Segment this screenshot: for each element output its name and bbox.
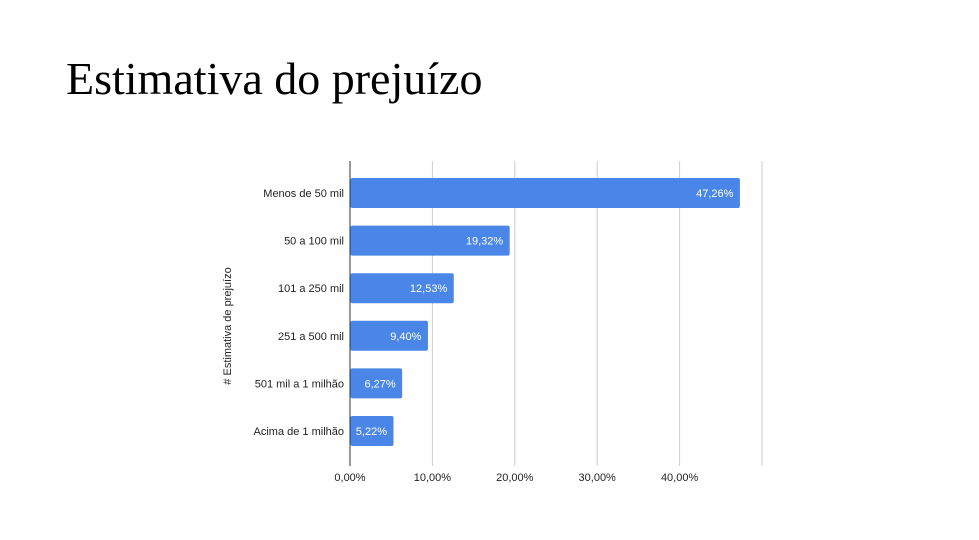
category-label: Menos de 50 mil	[263, 188, 344, 200]
bar	[350, 320, 428, 351]
bar-data-label: 47,26%	[696, 188, 734, 200]
x-tick-label: 20,00%	[496, 472, 534, 484]
category-label: 50 a 100 mil	[284, 236, 344, 248]
bar	[350, 416, 394, 446]
x-tick-labels: 0,00% 10,00% 20,00% 30,00% 40,00%	[334, 472, 698, 484]
bar-data-label: 12,53%	[410, 283, 448, 295]
gridlines	[431, 161, 763, 466]
x-tick-label: 0,00%	[334, 472, 365, 484]
bar-data-label: 5,22%	[356, 426, 387, 438]
x-tick-label: 30,00%	[579, 472, 617, 484]
bar	[350, 273, 454, 304]
bar-data-label: 6,27%	[364, 378, 395, 390]
x-tick-label: 10,00%	[414, 472, 452, 484]
slide-title: Estimativa do prejuízo	[66, 53, 483, 104]
category-label: Acima de 1 milhão	[254, 426, 345, 438]
category-label: 251 a 500 mil	[278, 331, 344, 343]
bar-data-label: 19,32%	[466, 236, 504, 248]
category-labels: Menos de 50 mil 50 a 100 mil 101 a 250 mil…	[254, 188, 345, 438]
y-axis-title: # Estimativa de prejuízo	[222, 267, 234, 384]
bar	[350, 178, 740, 208]
category-label: 501 mil a 1 milhão	[255, 378, 344, 390]
x-tick-label: 40,00%	[661, 472, 699, 484]
bar	[350, 368, 403, 399]
bar	[350, 225, 510, 256]
bar-data-label: 9,40%	[390, 331, 421, 343]
bars: 47,26% 19,32% 12,53% 9,40% 6,27% 5,22%	[350, 178, 740, 446]
category-label: 101 a 250 mil	[278, 283, 344, 295]
